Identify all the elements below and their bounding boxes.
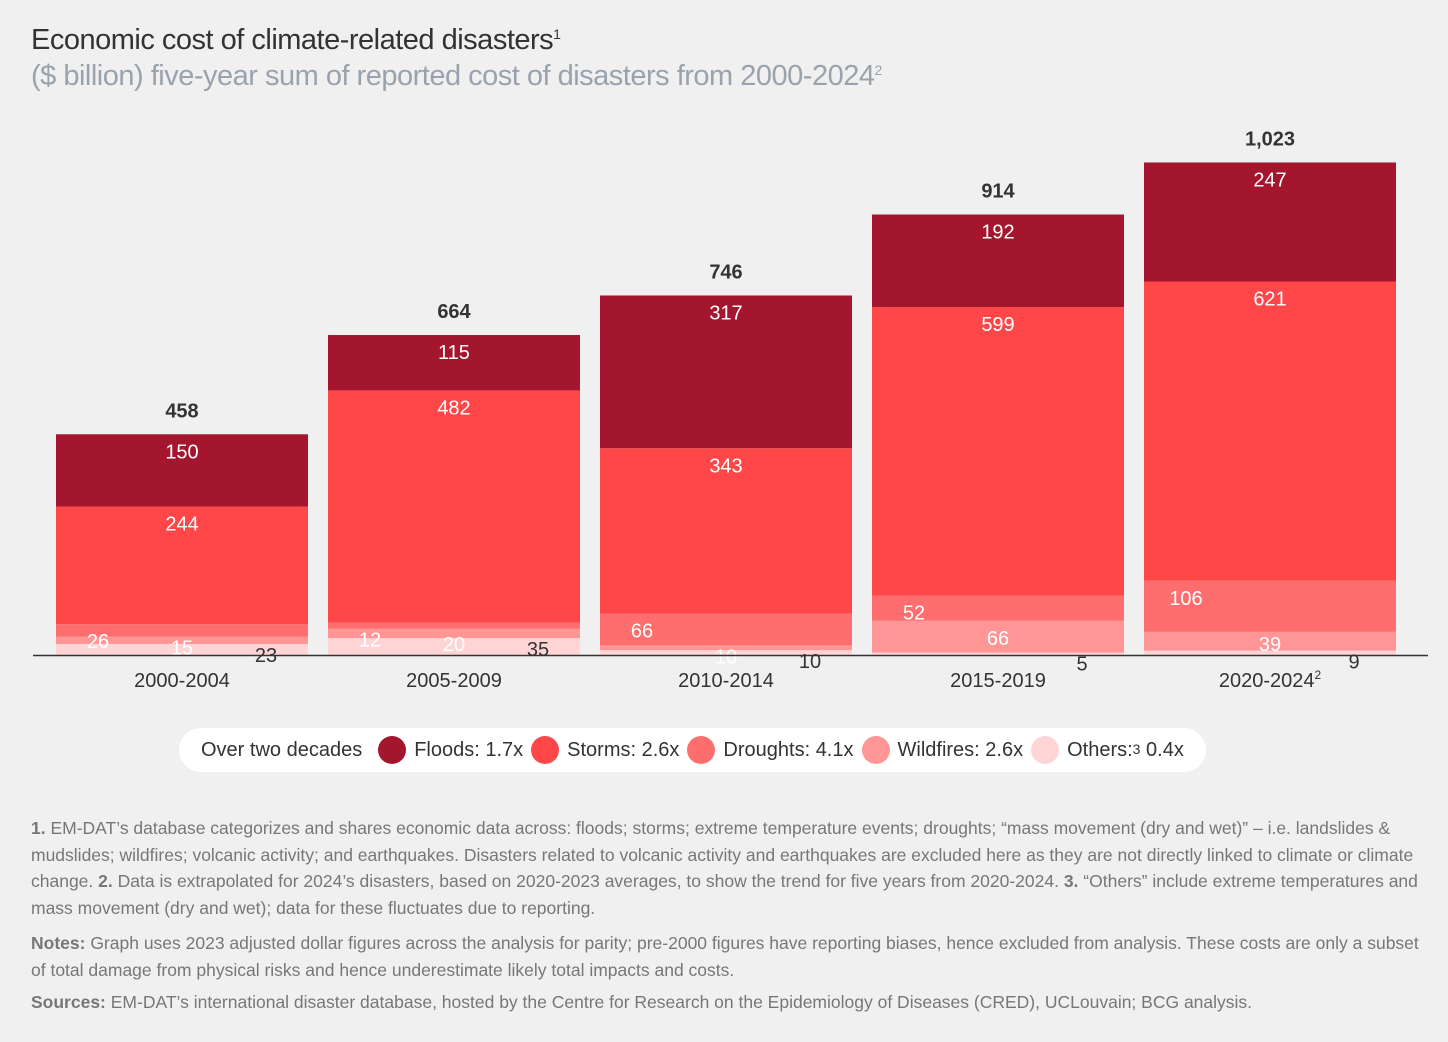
chart-title: Economic cost of climate-related disaste… [31,24,561,57]
data-label-floods: 192 [981,222,1014,244]
legend-lead: Over two decades [201,738,363,761]
chart-title-footnote-ref: 1 [553,26,561,42]
bar-segment-others [1144,650,1396,655]
notes-label: Notes: [31,933,86,953]
bar-segment-droughts [1144,580,1396,632]
footnote-3-number: 3. [1063,871,1079,891]
data-label-wildfires: 66 [987,628,1009,650]
data-label-wildfires: 39 [1259,634,1281,656]
bar-segment-storms [328,390,580,623]
chart-subtitle: ($ billion) five-year sum of reported co… [31,60,882,93]
chart-subtitle-text: ($ billion) five-year sum of reported co… [31,60,875,92]
x-tick-label: 2000-2004 [134,670,230,692]
legend-item: Others:3 0.4x [1031,736,1184,764]
total-label: 746 [709,261,742,283]
notes: Notes: Graph uses 2023 adjusted dollar f… [31,930,1421,983]
total-label: 458 [165,400,198,422]
legend: Over two decades Floods: 1.7x Storms: 2.6… [179,728,1206,772]
footnote-1-number: 1. [31,818,46,838]
data-label-floods: 150 [165,441,198,463]
bar-segment-floods [1144,162,1396,282]
bar-segment-droughts [600,613,852,646]
bar-segment-storms [1144,281,1396,581]
legend-label: Droughts: 4.1x [723,738,854,761]
legend-label: Storms: 2.6x [567,738,680,761]
data-label-droughts: 66 [631,621,653,643]
footnote-2-number: 2. [98,871,113,891]
data-label-droughts: 106 [1169,588,1202,610]
data-label-storms: 244 [165,514,198,536]
legend-swatch [531,736,560,764]
x-tick-label: 2020-20242 [1219,668,1322,692]
data-label-droughts: 52 [903,603,925,625]
legend-items: Floods: 1.7x Storms: 2.6x Droughts: 4.1x Wi… [370,736,1184,764]
bar-segment-wildfires [872,620,1124,653]
data-label-others: 5 [1076,654,1087,676]
data-label-others: 35 [527,639,549,661]
legend-swatch [1031,736,1060,764]
data-label-floods: 115 [438,342,470,364]
bar-segment-wildfires [1144,631,1396,651]
total-label: 664 [437,301,471,323]
data-label-wildfires: 10 [715,646,737,668]
legend-label: Floods: 1.7x [414,738,524,761]
bar-segment-storms [600,448,852,614]
bar-segment-storms [56,506,308,625]
legend-swatch [378,736,407,764]
data-label-others: 10 [799,651,821,673]
sources: Sources: EM-DAT’s international disaster… [31,989,1421,1016]
data-label-floods: 317 [709,302,742,324]
data-label-droughts: 12 [359,630,381,652]
bar-segment-wildfires [56,636,308,644]
bar-segment-wildfires [600,645,852,651]
data-label-storms: 599 [981,314,1014,336]
bar-segment-storms [872,307,1124,596]
bar-segment-others [872,652,1124,655]
legend-item: Wildfires: 2.6x [861,736,1024,764]
x-tick-label: 2005-2009 [406,670,502,692]
bar-segment-floods [600,295,852,449]
bar-segment-others [56,643,308,655]
sources-text: EM-DAT’s international disaster database… [105,992,1253,1012]
data-label-floods: 247 [1253,169,1286,191]
x-tick-label: 2015-2019 [950,670,1046,692]
data-label-wildfires: 20 [443,634,465,656]
sources-label: Sources: [31,992,106,1012]
bar-segment-floods [328,335,580,391]
bar-segment-others [600,650,852,655]
bar-segment-droughts [56,624,308,637]
data-label-storms: 482 [437,397,470,419]
legend-item: Floods: 1.7x [378,736,523,764]
legend-label: Wildfires: 2.6x [897,738,1024,761]
legend-item: Droughts: 4.1x [687,736,854,764]
bar-segment-floods [872,214,1124,308]
data-label-wildfires: 15 [171,638,193,660]
bar-segment-floods [56,434,308,507]
total-label: 914 [981,181,1015,203]
bar-segment-others [328,638,580,655]
chart-title-text: Economic cost of climate-related disaste… [31,24,554,56]
footnote-3: “Others” include extreme temperatures an… [31,871,1418,918]
data-label-droughts: 26 [87,631,109,653]
total-label: 1,023 [1245,128,1295,150]
data-label-storms: 343 [709,455,742,477]
legend-label: Others:3 0.4x [1067,738,1184,761]
legend-item: Storms: 2.6x [531,736,679,764]
legend-swatch [687,736,716,764]
x-tick-label: 2010-2014 [678,670,774,692]
bar-segment-wildfires [328,628,580,639]
footnotes: 1. EM-DAT’s database categorizes and sha… [31,815,1421,921]
legend-swatch [861,736,890,764]
notes-text: Graph uses 2023 adjusted dollar figures … [31,933,1419,980]
footnote-2: Data is extrapolated for 2024’s disaster… [112,871,1064,891]
bar-segment-droughts [872,595,1124,621]
footnote-1: EM-DAT’s database categorizes and shares… [31,818,1414,891]
data-label-storms: 621 [1253,289,1286,311]
chart-subtitle-footnote-ref: 2 [874,62,882,78]
bar-segment-droughts [328,622,580,629]
data-label-others: 9 [1348,652,1359,674]
